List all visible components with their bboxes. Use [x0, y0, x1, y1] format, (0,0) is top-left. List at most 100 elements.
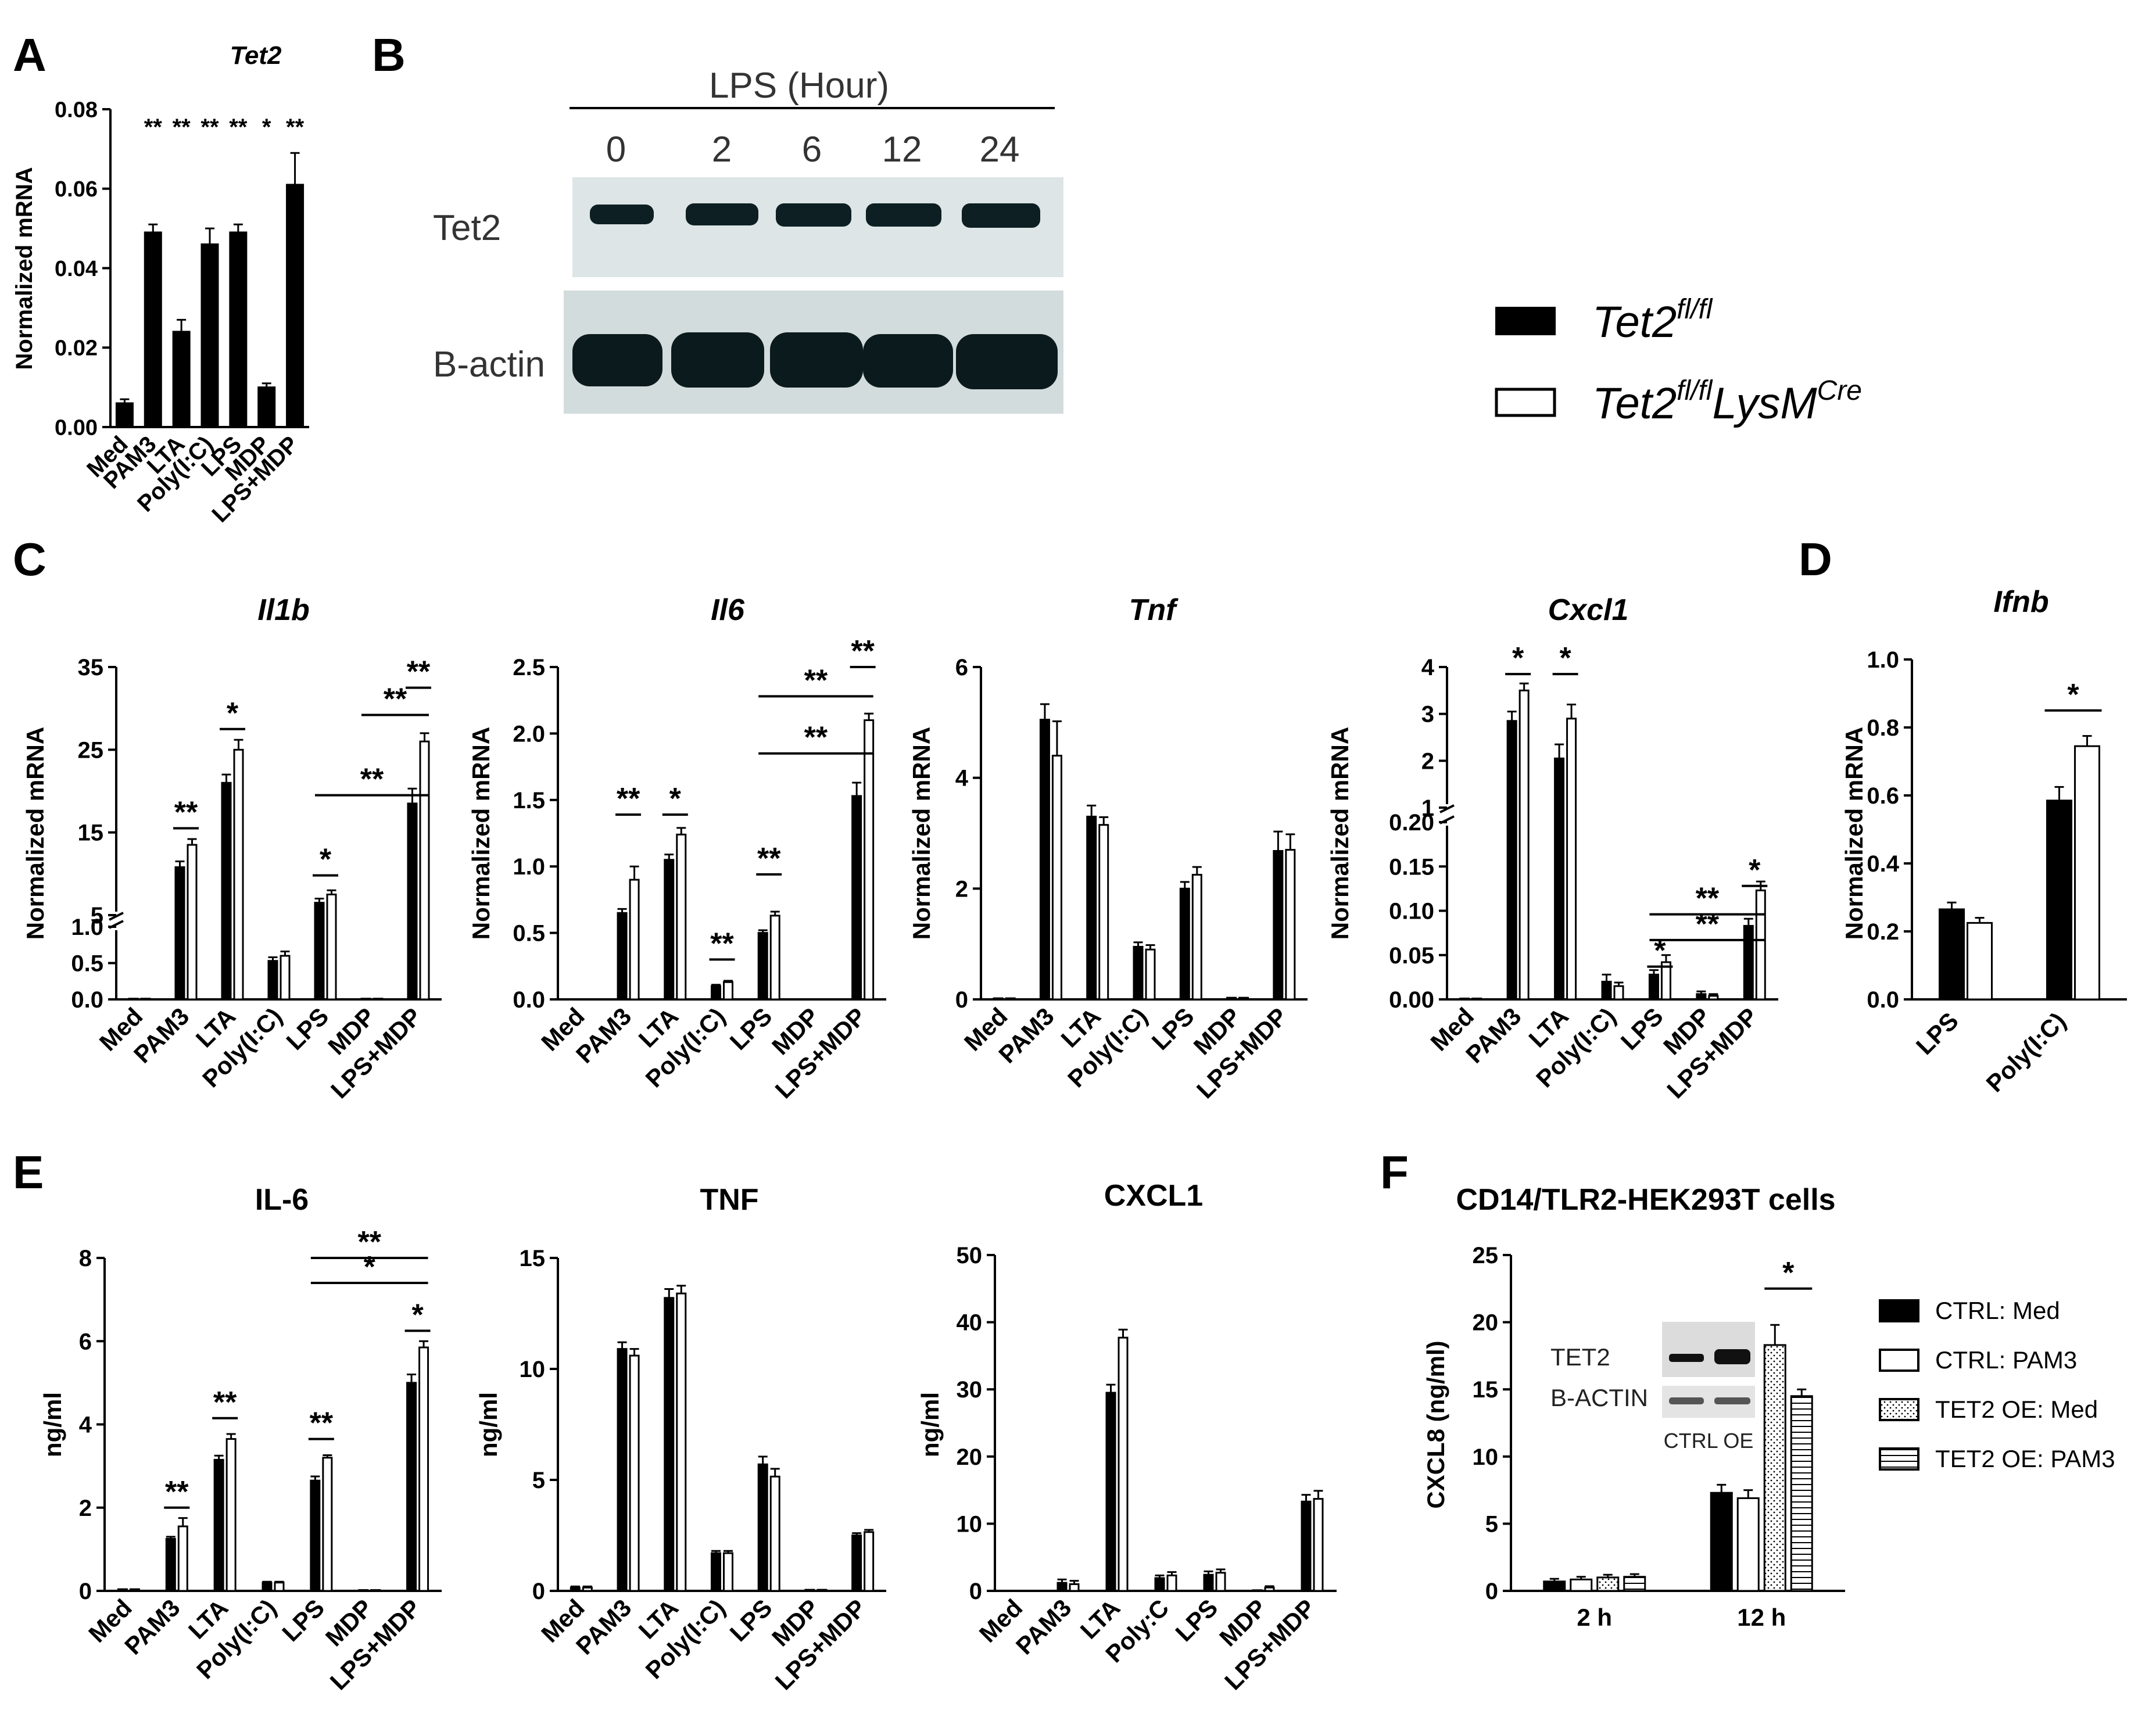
bar-series-1	[816, 1589, 828, 1592]
bar-tet2-oe-pam3	[1790, 1395, 1813, 1592]
y-tick-label: 0.4	[1867, 851, 1899, 877]
significance-mark: *	[1782, 1256, 1795, 1290]
bar-series-0	[664, 859, 675, 1001]
y-tick-label: 0.8	[1867, 715, 1899, 741]
bar-series-0	[358, 1589, 369, 1592]
bar-series-1	[326, 893, 337, 1001]
significance-mark: **	[407, 655, 431, 689]
bar-series-1	[676, 833, 687, 1001]
bar-series-0	[144, 231, 162, 428]
y-tick-label: 6	[79, 1329, 92, 1354]
chart-title: Il6	[711, 593, 745, 627]
blot-lane-2: 2	[712, 130, 732, 170]
genotype-legend: Tet2fl/fl Tet2fl/flLysMCre	[1495, 294, 1862, 428]
legend-label: CTRL: Med	[1935, 1297, 2060, 1324]
y-tick-label: 0.08	[55, 98, 98, 122]
y-tick-label: 0.10	[1389, 899, 1434, 924]
panel-letter-D: D	[1799, 533, 1832, 585]
x-category-label: PAM3	[571, 1002, 637, 1069]
bar-series-0	[115, 402, 134, 428]
significance-mark: **	[617, 782, 640, 816]
bar-series-1	[1051, 755, 1062, 1001]
y-tick-label: 1	[1421, 795, 1434, 821]
y-tick-label: 0.00	[55, 415, 98, 440]
y-tick-label: 0.0	[1867, 987, 1899, 1013]
bar-series-1	[582, 1586, 593, 1592]
bar-series-0	[221, 781, 232, 1001]
y-tick-label: 0.05	[1389, 943, 1434, 969]
y-axis-label: Normalized mRNA	[12, 167, 37, 370]
western-blot-B: LPS (Hour) 0 2 6 12 24 Tet2 B-actin	[433, 66, 1063, 414]
bar-series-0	[1133, 945, 1144, 1001]
bar-series-1	[864, 1531, 875, 1592]
y-tick-label: 0.00	[1389, 987, 1434, 1013]
bar-series-0	[1506, 720, 1517, 1001]
bar-series-1	[1313, 1498, 1324, 1592]
y-tick-label: 10	[1473, 1444, 1499, 1470]
bar-series-0	[1203, 1573, 1214, 1592]
significance-mark: **	[174, 796, 198, 830]
y-axis-label: CXCL8 (ng/ml)	[1422, 1340, 1449, 1508]
bar-series-0	[1301, 1500, 1312, 1592]
panel-letter-A: A	[13, 29, 46, 81]
y-axis-label: Normalized mRNA	[467, 727, 495, 940]
x-category-label: Poly(I:C)	[1981, 1007, 2071, 1097]
legend-label: TET2 OE: PAM3	[1935, 1445, 2115, 1472]
bar-tet2-oe-med	[1596, 1576, 1620, 1592]
bar-series-1	[1145, 948, 1156, 1001]
chart-title: Tet2	[230, 41, 282, 70]
significance-mark: **	[804, 721, 828, 755]
bar-series-1	[418, 1346, 429, 1592]
bar-series-0	[117, 1588, 128, 1592]
inset-band-bactin-oe	[1714, 1397, 1750, 1404]
bar-series-1	[370, 1589, 381, 1592]
significance-mark: *	[1749, 854, 1761, 887]
legend-label-lysmcre: Tet2fl/flLysMCre	[1592, 375, 1862, 428]
chart-title: Tnf	[1129, 593, 1179, 627]
y-tick-label: 0	[79, 1579, 92, 1604]
panel-letter-B: B	[372, 29, 406, 81]
significance-mark: **	[710, 927, 734, 960]
significance-mark: *	[262, 114, 271, 140]
y-axis-label: Normalized mRNA	[22, 727, 49, 940]
bar-series-1	[1471, 997, 1482, 1001]
bar-series-1	[1967, 922, 1993, 1001]
blot-lane-12: 12	[882, 130, 922, 170]
blot-row-label-bactin: B-actin	[433, 345, 545, 385]
bar-series-1	[629, 879, 640, 1001]
significance-mark: **	[1696, 882, 1720, 916]
y-tick-label: 4	[79, 1412, 92, 1438]
x-category-label: PAM3	[1011, 1594, 1077, 1660]
bar-tet2-oe-pam3	[1623, 1576, 1646, 1592]
bar-series-0	[1648, 973, 1659, 1001]
bar-series-0	[1554, 757, 1565, 1001]
y-tick-label: 0.0	[513, 987, 545, 1013]
bar-series-1	[322, 1457, 333, 1592]
y-tick-label: 1.0	[71, 915, 103, 940]
inset-band-tet2-ctrl	[1669, 1354, 1704, 1362]
bar-series-0	[1252, 1589, 1263, 1592]
bar-series-1	[129, 1588, 140, 1592]
y-tick-label: 6	[955, 655, 968, 680]
x-category-label: LPS	[725, 1594, 778, 1647]
bar-series-0	[172, 331, 191, 428]
bar-series-1	[723, 981, 733, 1001]
bar-tet2-oe-med	[1763, 1344, 1786, 1592]
significance-mark: **	[357, 1225, 381, 1259]
bar-series-1	[1215, 1572, 1226, 1592]
y-tick-label: 0	[1485, 1579, 1498, 1604]
legend-swatch-flfl	[1495, 307, 1556, 335]
x-category-label: LPS	[281, 1002, 334, 1055]
chart-E1: IL-6ng/ml02468MedPAM3LTAPoly(I:C)LPSMDPL…	[39, 1183, 442, 1695]
inset-band-tet2-oe	[1714, 1349, 1750, 1364]
y-tick-label: 2.0	[513, 721, 545, 747]
bar-series-0	[165, 1537, 176, 1592]
bar-series-1	[1708, 995, 1719, 1001]
bar-series-0	[2046, 800, 2072, 1001]
bar-series-1	[1118, 1336, 1129, 1592]
bar-series-0	[257, 386, 276, 428]
y-tick-label: 20	[1473, 1310, 1499, 1336]
x-category-label: 12 h	[1737, 1604, 1786, 1631]
bar-series-1	[1566, 718, 1577, 1001]
